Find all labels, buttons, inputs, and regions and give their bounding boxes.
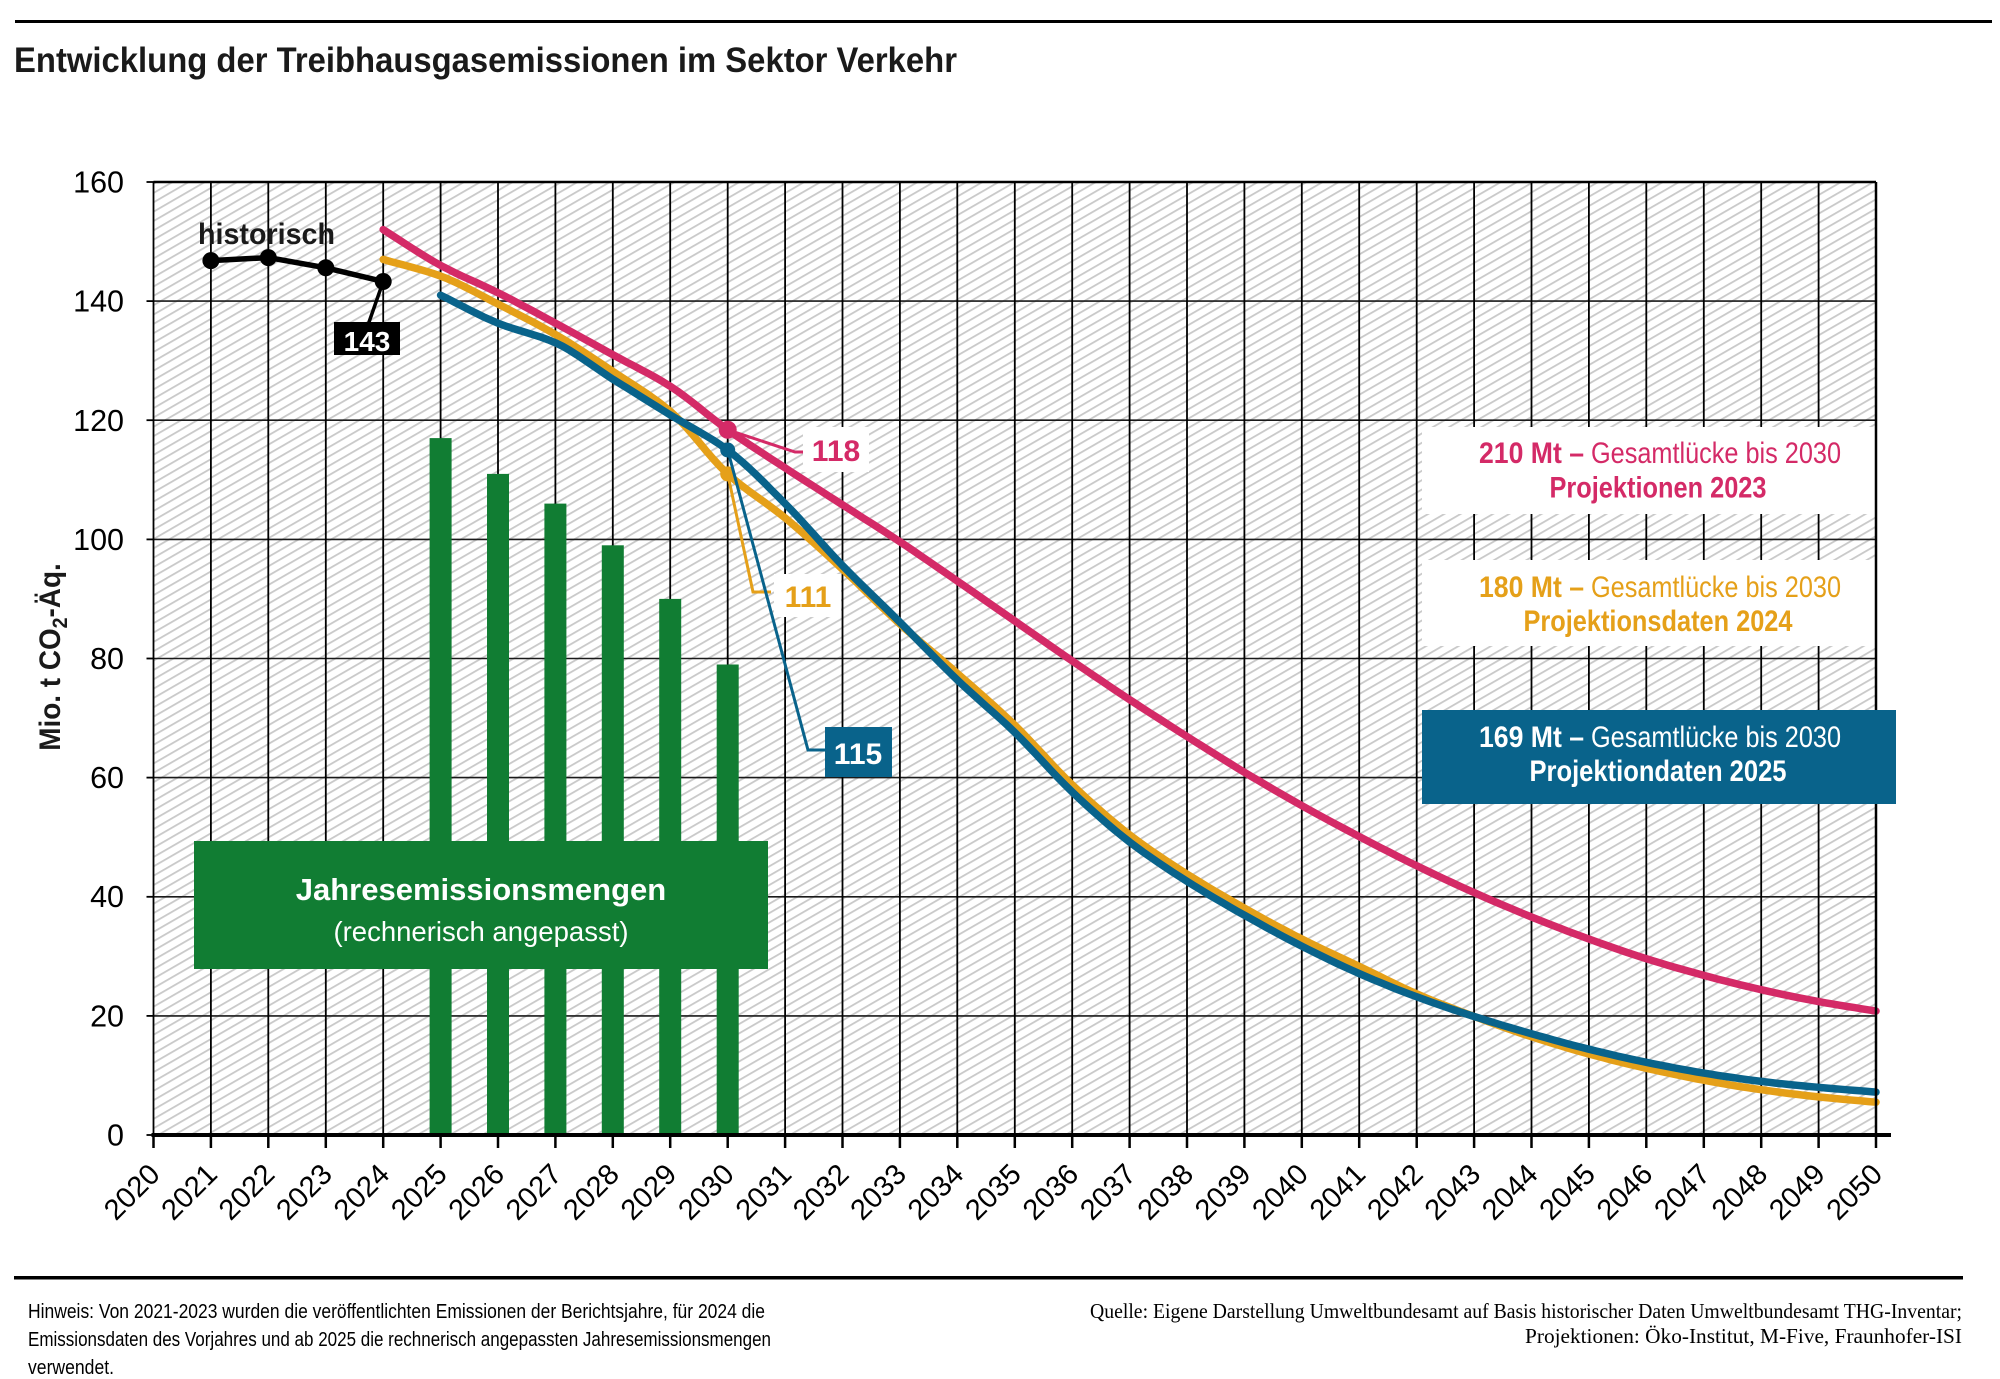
- svg-text:111: 111: [785, 581, 832, 614]
- svg-text:Jahresemissionsmengen: Jahresemissionsmengen: [296, 872, 666, 907]
- svg-text:143: 143: [344, 326, 391, 357]
- svg-text:Hinweis: Von 2021-2023 wurden: Hinweis: Von 2021-2023 wurden die veröff…: [28, 1301, 765, 1323]
- svg-text:60: 60: [90, 761, 124, 795]
- svg-text:20: 20: [90, 999, 124, 1033]
- svg-text:118: 118: [812, 435, 860, 468]
- svg-text:verwendet.: verwendet.: [28, 1357, 114, 1379]
- svg-text:169 Mt –: 169 Mt –: [1479, 721, 1584, 754]
- svg-text:Projektiondaten 2025: Projektiondaten 2025: [1530, 755, 1787, 788]
- svg-text:140: 140: [73, 285, 124, 319]
- svg-text:(rechnerisch angepasst): (rechnerisch angepasst): [333, 916, 628, 947]
- svg-text:Projektionsdaten 2024: Projektionsdaten 2024: [1524, 605, 1794, 638]
- svg-text:Entwicklung der Treibhausgasem: Entwicklung der Treibhausgasemissionen i…: [14, 41, 957, 80]
- svg-text:Emissionsdaten des Vorjahres u: Emissionsdaten des Vorjahres und ab 2025…: [28, 1329, 771, 1351]
- svg-text:160: 160: [73, 166, 124, 200]
- svg-text:100: 100: [73, 523, 124, 557]
- svg-text:115: 115: [834, 738, 882, 771]
- svg-text:180 Mt –: 180 Mt –: [1479, 571, 1584, 604]
- svg-text:Projektionen 2023: Projektionen 2023: [1550, 472, 1767, 505]
- svg-text:Quelle: Eigene Darstellung Umw: Quelle: Eigene Darstellung Umweltbundesa…: [1090, 1299, 1962, 1323]
- svg-text:Gesamtlücke bis 2030: Gesamtlücke bis 2030: [1591, 721, 1841, 754]
- svg-text:210 Mt –: 210 Mt –: [1479, 437, 1584, 470]
- svg-text:Gesamtlücke bis 2030: Gesamtlücke bis 2030: [1591, 571, 1841, 604]
- svg-text:Projektionen: Öko-Institut, M-: Projektionen: Öko-Institut, M-Five, Frau…: [1525, 1324, 1962, 1348]
- svg-text:0: 0: [107, 1119, 124, 1153]
- svg-text:80: 80: [90, 642, 124, 676]
- svg-text:Mio. t CO2-Äq.: Mio. t CO2-Äq.: [33, 563, 72, 750]
- svg-text:historisch: historisch: [198, 218, 335, 251]
- svg-text:40: 40: [90, 880, 124, 914]
- svg-text:Gesamtlücke bis 2030: Gesamtlücke bis 2030: [1591, 437, 1841, 470]
- svg-text:120: 120: [73, 404, 124, 438]
